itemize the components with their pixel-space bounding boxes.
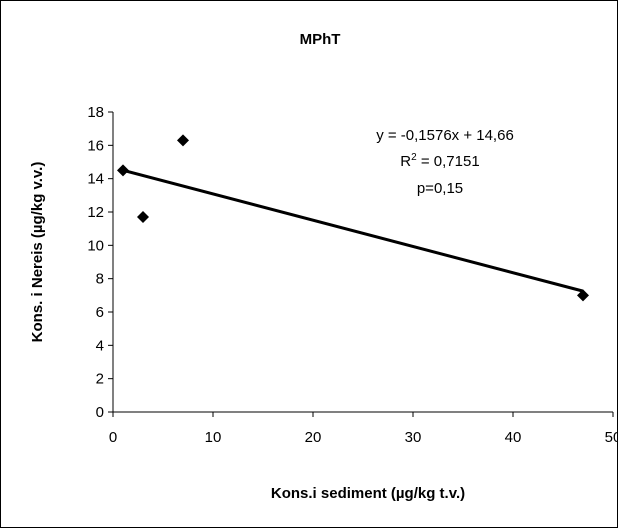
data-point (177, 134, 189, 147)
p-value-label: p=0,15 (417, 180, 463, 197)
x-tick-label: 30 (405, 429, 422, 446)
y-tick-label: 14 (87, 171, 104, 188)
trendline-group (122, 168, 584, 293)
data-point (577, 289, 589, 302)
trendline (122, 168, 584, 293)
r-squared-label: R2 = 0,7151 (400, 152, 479, 170)
ticks: 0 2 4 6 8 10 12 14 16 18 0 10 20 30 40 50 (87, 104, 618, 446)
x-axis-label: Kons.i sediment (µg/kg t.v.) (271, 485, 465, 502)
y-tick-label: 4 (96, 337, 104, 354)
y-tick-label: 6 (96, 304, 104, 321)
equation-label: y = -0,1576x + 14,66 (376, 127, 514, 144)
y-tick-label: 2 (96, 371, 104, 388)
data-point (137, 211, 149, 223)
x-tick-label: 50 (605, 429, 618, 446)
y-tick-label: 18 (87, 104, 104, 121)
chart-title: MPhT (300, 31, 341, 48)
y-tick-label: 16 (87, 137, 104, 154)
y-tick-label: 0 (96, 404, 104, 421)
points-group (117, 134, 589, 302)
data-point (117, 164, 129, 177)
axes (112, 112, 613, 413)
y-tick-label: 12 (87, 204, 104, 221)
x-tick-label: 10 (205, 429, 222, 446)
x-tick-label: 20 (305, 429, 322, 446)
regression-annotation: y = -0,1576x + 14,66 R2 = 0,7151 p=0,15 (376, 127, 514, 197)
y-axis-label: Kons. i Nereis (µg/kg v.v.) (29, 162, 46, 343)
x-tick-label: 0 (109, 429, 117, 446)
x-tick-label: 40 (505, 429, 522, 446)
y-tick-label: 10 (87, 237, 104, 254)
y-tick-label: 8 (96, 271, 104, 288)
